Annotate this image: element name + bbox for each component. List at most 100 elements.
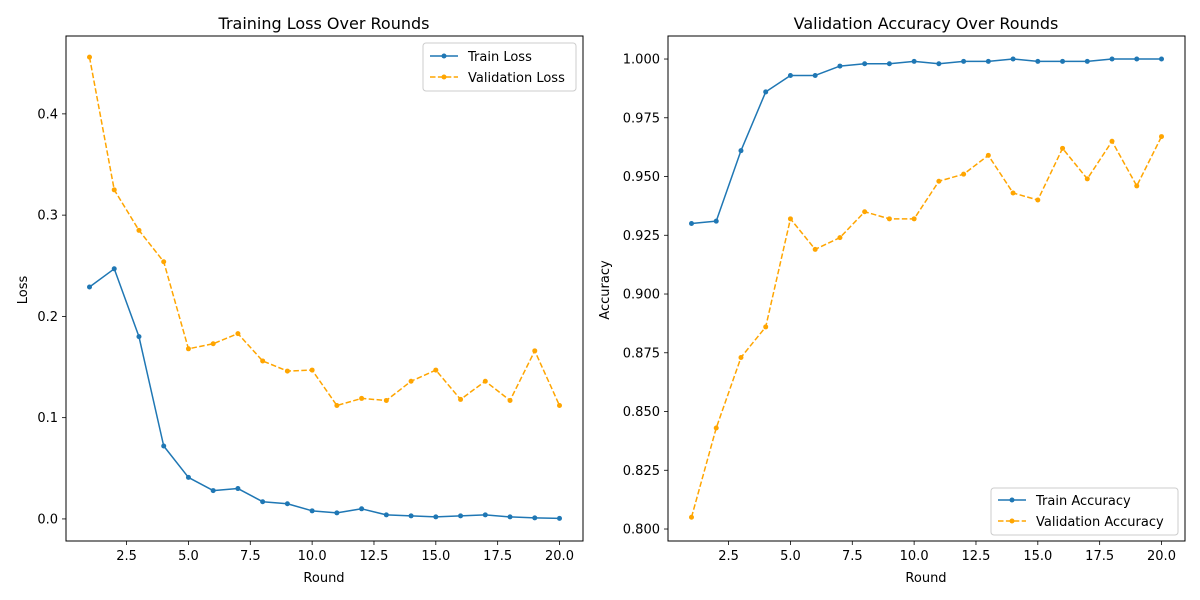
accuracy-train-point	[713, 218, 719, 224]
accuracy-train-point	[911, 58, 917, 64]
loss-chart: Training Loss Over Rounds Round Loss 2.5…	[16, 14, 584, 586]
accuracy-xtick-label: 5.0	[780, 549, 801, 564]
loss-ytick-label: 0.4	[37, 107, 58, 122]
loss-validation-point	[359, 395, 365, 401]
loss-train-point	[482, 512, 488, 518]
loss-validation-point	[260, 358, 266, 364]
accuracy-legend-box	[990, 487, 1179, 536]
accuracy-train-point	[1035, 58, 1041, 64]
accuracy-legend-label-val: Validation Accuracy	[1036, 515, 1164, 530]
loss-train-point	[334, 510, 340, 516]
accuracy-train-point	[787, 72, 793, 78]
loss-legend-marker-train	[441, 53, 447, 59]
loss-train-point	[284, 501, 290, 507]
loss-validation-point	[235, 331, 241, 337]
loss-validation-point	[334, 403, 340, 409]
loss-ytick-label: 0.0	[37, 512, 58, 527]
accuracy-validation-point	[763, 324, 769, 330]
accuracy-xtick-label: 12.5	[961, 549, 990, 564]
loss-chart-xlabel: Round	[303, 571, 344, 586]
loss-xtick-label: 12.5	[359, 549, 388, 564]
loss-validation-point	[458, 396, 464, 402]
loss-ytick-label: 0.2	[37, 310, 58, 325]
loss-validation-point	[185, 346, 191, 352]
loss-validation-point	[433, 367, 439, 373]
accuracy-train-point	[1134, 56, 1140, 62]
loss-validation-point	[532, 348, 538, 354]
accuracy-validation-point	[787, 216, 793, 222]
accuracy-validation-point	[985, 152, 991, 158]
loss-chart-ticks: 2.5 5.0 7.5 10.0 12.5 15.0 17.5 20.0 0.0 0.1 0.2 0.…	[37, 107, 574, 564]
accuracy-train-point	[886, 61, 892, 67]
accuracy-xtick-label: 15.0	[1023, 549, 1052, 564]
accuracy-validation-point	[961, 171, 967, 177]
accuracy-validation-point	[689, 514, 694, 520]
accuracy-train-point	[689, 221, 694, 227]
accuracy-validation-point	[1035, 197, 1041, 203]
accuracy-ytick-label: 0.925	[623, 229, 660, 244]
loss-chart-title: Training Loss Over Rounds	[218, 14, 430, 33]
accuracy-train-line	[691, 58, 1162, 225]
loss-validation-point	[557, 403, 562, 409]
loss-validation-point	[408, 378, 414, 384]
loss-ytick-label: 0.1	[37, 411, 58, 426]
loss-train-point	[185, 474, 191, 480]
loss-chart-legend: Train Loss Validation Loss	[422, 42, 577, 92]
loss-train-point	[260, 499, 266, 505]
accuracy-train-point	[812, 72, 818, 78]
loss-legend-label-val: Validation Loss	[468, 71, 565, 86]
loss-train-point	[161, 443, 167, 449]
loss-chart-ylabel: Loss	[16, 276, 31, 305]
loss-validation-point	[507, 397, 513, 403]
loss-train-point	[136, 334, 142, 340]
accuracy-chart-frame	[667, 35, 1186, 542]
accuracy-validation-point	[1060, 145, 1066, 151]
loss-train-point	[433, 514, 439, 520]
loss-train-point	[532, 515, 538, 521]
loss-train-point	[87, 284, 92, 290]
accuracy-legend-marker-train	[1009, 497, 1015, 503]
loss-train-point	[309, 508, 315, 514]
loss-train-line	[89, 268, 560, 520]
loss-ytick-label: 0.3	[37, 209, 58, 224]
loss-train-point	[383, 512, 389, 518]
loss-xtick-label: 10.0	[298, 549, 327, 564]
accuracy-ytick-label: 0.800	[623, 523, 660, 538]
accuracy-validation-point	[911, 216, 917, 222]
loss-validation-point	[284, 368, 290, 374]
loss-chart-series	[87, 54, 562, 521]
loss-validation-point	[111, 187, 117, 193]
loss-xtick-label: 17.5	[483, 549, 512, 564]
accuracy-train-point	[985, 58, 991, 64]
accuracy-train-point	[936, 61, 942, 67]
loss-train-point	[557, 515, 562, 521]
loss-train-point	[235, 486, 241, 492]
loss-validation-point	[161, 259, 167, 265]
loss-validation-point	[210, 341, 216, 347]
loss-xtick-label: 7.5	[240, 549, 261, 564]
accuracy-chart-ylabel: Accuracy	[598, 260, 613, 320]
accuracy-train-point	[1109, 56, 1115, 62]
accuracy-ytick-label: 0.975	[623, 111, 660, 126]
accuracy-ytick-label: 0.875	[623, 346, 660, 361]
accuracy-train-point	[738, 148, 744, 154]
accuracy-xtick-label: 10.0	[900, 549, 929, 564]
accuracy-validation-point	[1159, 134, 1164, 140]
accuracy-legend-marker-val	[1009, 518, 1015, 524]
accuracy-validation-line	[690, 136, 1163, 518]
accuracy-train-point	[1010, 56, 1016, 62]
accuracy-xtick-label: 7.5	[842, 549, 863, 564]
accuracy-train-point	[1084, 58, 1090, 64]
loss-train-point	[458, 513, 464, 519]
loss-validation-point	[87, 54, 92, 60]
loss-validation-point	[482, 378, 488, 384]
loss-train-point	[408, 513, 414, 519]
loss-validation-line	[88, 57, 561, 407]
loss-legend-label-train: Train Loss	[467, 50, 532, 65]
loss-train-point	[210, 488, 216, 494]
accuracy-chart-series	[689, 56, 1164, 520]
accuracy-chart-legend: Train Accuracy Validation Accuracy	[990, 487, 1179, 536]
accuracy-chart: Validation Accuracy Over Rounds Round Ac…	[598, 14, 1186, 586]
loss-legend-box	[422, 42, 577, 92]
